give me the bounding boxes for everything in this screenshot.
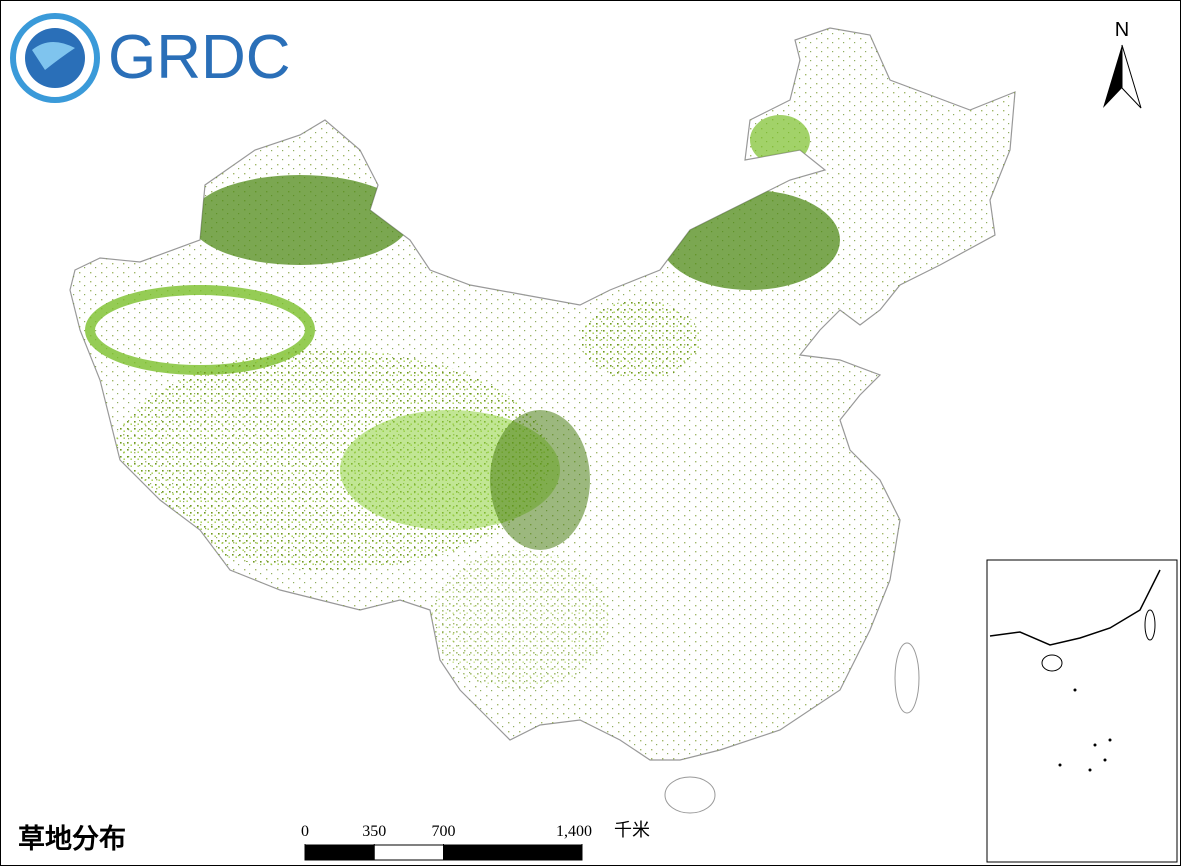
scale-label: 1,400: [556, 823, 592, 840]
north-label: N: [1115, 19, 1129, 41]
scale-segment: [373, 844, 444, 861]
logo: GRDC: [10, 13, 291, 103]
scale-unit: 千米: [614, 820, 650, 840]
scale-segment: [443, 844, 583, 861]
map-title: 草地分布: [18, 824, 126, 854]
scale-segment: [304, 844, 375, 861]
scale-label: 0: [301, 823, 309, 840]
scale-label: 350: [362, 823, 386, 840]
logo-text: GRDC: [108, 23, 291, 92]
scale-bar: 0 350 700 1,400 千米: [301, 820, 650, 861]
scale-label: 700: [432, 823, 456, 840]
north-arrow: N: [1103, 19, 1142, 109]
south-china-sea-inset: [986, 559, 1178, 863]
